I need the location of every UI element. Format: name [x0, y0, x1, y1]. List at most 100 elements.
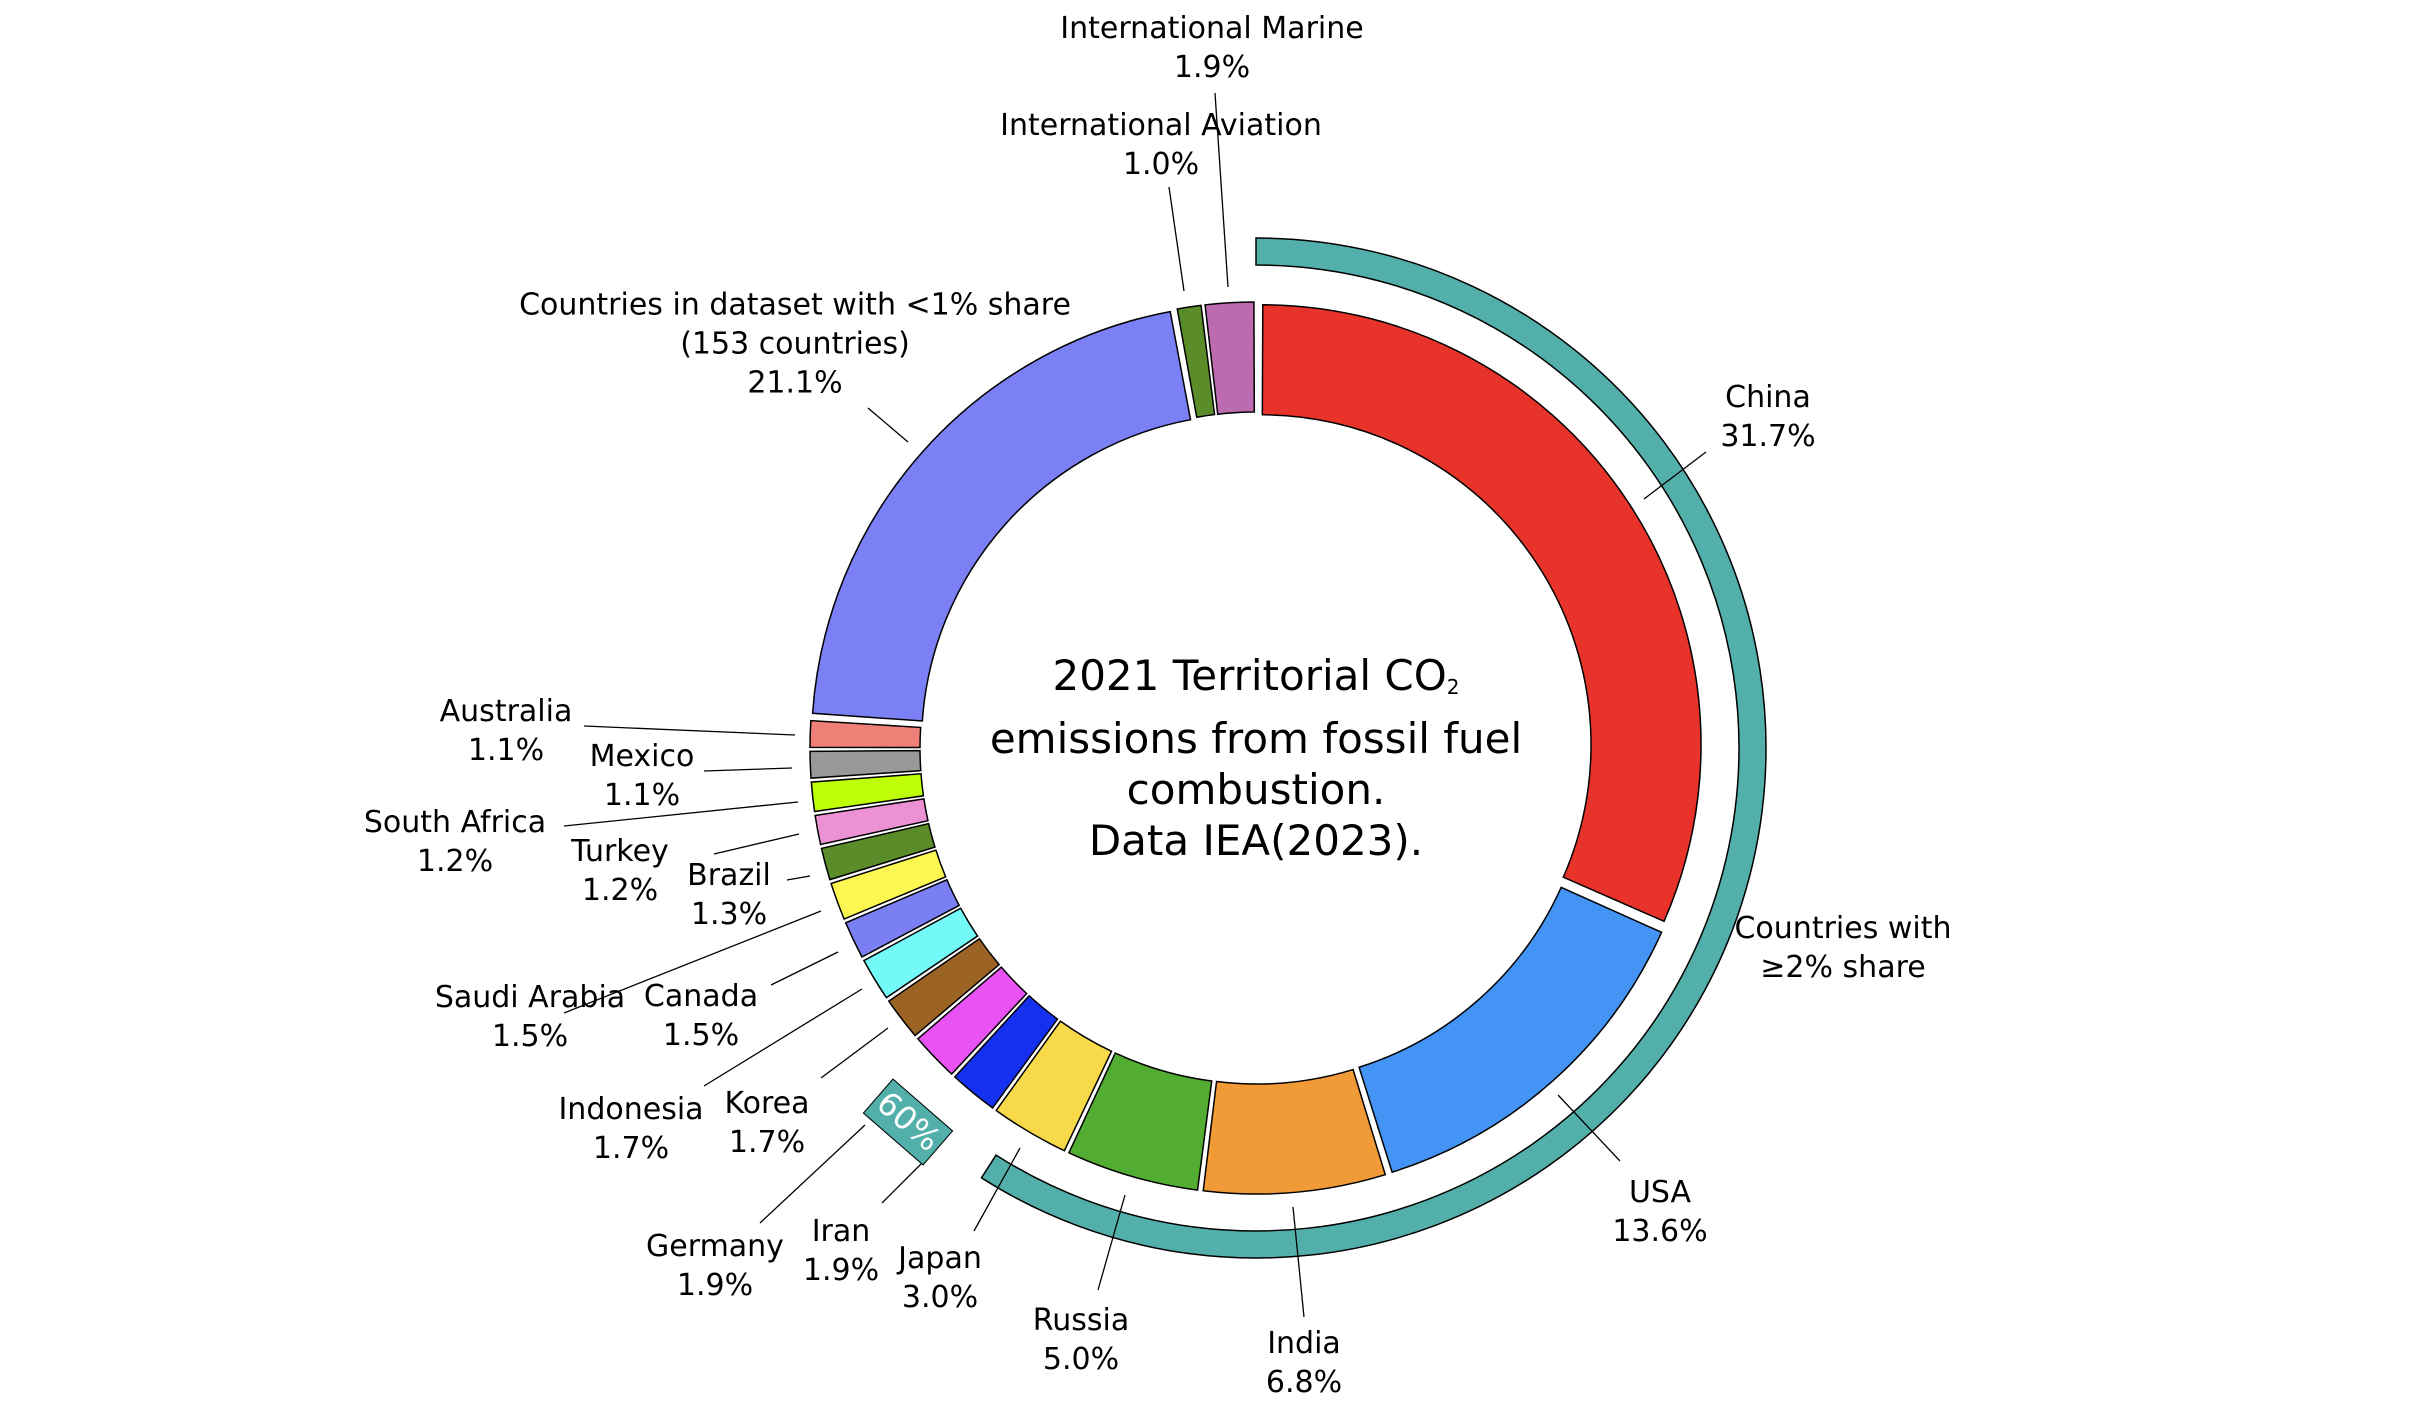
leader-line: [563, 801, 799, 827]
leader-line: [703, 767, 793, 772]
slice-label: Korea 1.7%: [724, 1084, 809, 1162]
slice-turkey: [814, 798, 929, 846]
slice-label-line-2: 1.7%: [728, 1125, 806, 1160]
slice-label-line-1: Brazil: [687, 858, 771, 893]
title-subscript: 2: [1446, 675, 1460, 699]
slice-label-line-2: 1.7%: [592, 1131, 670, 1166]
group-ring-arc: [980, 237, 1767, 1259]
leader-line: [563, 910, 822, 1014]
slice-label-line-2: 1.2%: [416, 844, 494, 879]
title-line-4: Data IEA(2023).: [1088, 816, 1424, 865]
slice-label-line-1: Canada: [643, 979, 759, 1014]
slice-label-line-1: Countries in dataset with <1% share: [519, 287, 1071, 323]
leader-line: [583, 725, 796, 736]
leader-line: [703, 988, 863, 1087]
slice-label: International Marine 1.9%: [1060, 9, 1363, 87]
slice-label-line-2: 13.6%: [1612, 1214, 1708, 1249]
slice-label: Turkey 1.2%: [571, 832, 669, 910]
slice-india: [1202, 1068, 1387, 1195]
slice-label: Mexico 1.1%: [590, 737, 695, 815]
slice-label-line-2: 1.1%: [467, 733, 545, 768]
slice-label-line-1: Germany: [646, 1229, 784, 1264]
slice-international-marine: [1204, 301, 1256, 416]
chart-title: 2021 Territorial CO2 emissions from foss…: [990, 650, 1522, 866]
slice-label-line-2: 1.9%: [802, 1253, 880, 1288]
slice-label: USA 13.6%: [1612, 1173, 1707, 1251]
slice-countries-in-dataset-with-1-share: [811, 310, 1192, 722]
slice-label-line-1: USA: [1628, 1175, 1692, 1210]
slice-label-line-1: International Aviation: [1000, 108, 1322, 143]
slice-japan: [995, 1020, 1113, 1152]
leader-line: [1097, 1194, 1126, 1291]
group-ring-label-line-1: Countries with: [1734, 911, 1952, 946]
slice-label-line-1: Iran: [811, 1214, 871, 1249]
slice-label-line-1: International Marine: [1060, 11, 1364, 46]
slice-label-line-3: 21.1%: [747, 365, 843, 401]
slice-label: Russia 5.0%: [1033, 1301, 1130, 1379]
slice-label-line-2: 1.1%: [603, 778, 681, 813]
slice-south-africa: [810, 772, 925, 813]
slice-label: Australia 1.1%: [440, 692, 573, 770]
slice-label-line-1: Australia: [439, 694, 573, 729]
slice-label: International Aviation 1.0%: [1000, 106, 1322, 184]
slice-label-line-1: India: [1267, 1326, 1341, 1361]
slice-label-line-1: Saudi Arabia: [434, 980, 626, 1015]
leader-line: [1214, 92, 1229, 288]
slice-label: South Africa 1.2%: [364, 803, 546, 881]
slice-label: China 31.7%: [1720, 378, 1815, 456]
slice-mexico: [809, 749, 922, 779]
slice-russia: [1067, 1052, 1213, 1191]
slice-canada: [844, 878, 961, 958]
slice-label-line-2: 1.9%: [676, 1268, 754, 1303]
slice-label-line-1: Mexico: [589, 739, 695, 774]
group-ring-label-line-2: ≥2% share: [1760, 950, 1926, 985]
leader-line: [1292, 1206, 1305, 1318]
slice-label-line-1: Russia: [1032, 1303, 1130, 1338]
slice-iran: [953, 994, 1059, 1109]
leader-line: [973, 1147, 1021, 1232]
slice-label-line-1: Japan: [898, 1241, 982, 1276]
leader-line: [867, 407, 909, 443]
slice-label-line-2: 1.5%: [662, 1018, 740, 1053]
slice-label: Canada 1.5%: [644, 977, 758, 1055]
slice-label-line-2: 1.5%: [491, 1019, 569, 1054]
leader-line: [1643, 451, 1707, 500]
slice-label-line-1: Turkey: [571, 834, 669, 869]
slice-brazil: [820, 822, 936, 881]
slice-label-line-2: 1.2%: [581, 873, 659, 908]
slice-label: Iran 1.9%: [803, 1212, 879, 1290]
slice-saudi-arabia: [830, 849, 947, 921]
slice-label: Japan 3.0%: [898, 1239, 982, 1317]
slice-label-line-1: South Africa: [363, 805, 547, 840]
slice-germany: [916, 966, 1028, 1076]
group-ring-label: Countries with ≥2% share: [1734, 909, 1951, 987]
leader-line: [820, 1027, 889, 1079]
slice-china: [1261, 303, 1702, 923]
slice-label-line-2: (153 countries): [680, 326, 910, 362]
slice-label-line-2: 5.0%: [1042, 1342, 1120, 1377]
leader-line: [770, 951, 839, 986]
slice-label: Saudi Arabia 1.5%: [435, 978, 625, 1056]
leader-line: [759, 1124, 866, 1224]
slice-label-line-2: 6.8%: [1265, 1365, 1343, 1400]
title-line-1: 2021 Territorial CO: [1052, 651, 1447, 700]
slice-indonesia: [862, 907, 979, 999]
leader-line: [1557, 1094, 1621, 1162]
leader-line: [713, 833, 800, 855]
slice-label: Germany 1.9%: [646, 1227, 784, 1305]
title-line-2: emissions from fossil fuel: [989, 714, 1523, 763]
slice-label: Countries in dataset with <1% share (153 …: [519, 286, 1071, 403]
slice-korea: [887, 937, 1001, 1037]
slice-usa: [1358, 886, 1663, 1174]
slice-label: Brazil 1.3%: [687, 856, 771, 934]
slice-label: Indonesia 1.7%: [558, 1090, 703, 1168]
leader-line: [1168, 186, 1185, 292]
slice-label: India 6.8%: [1266, 1324, 1342, 1402]
slice-international-aviation: [1176, 304, 1216, 419]
slice-label-line-2: 1.3%: [690, 897, 768, 932]
slice-label-line-2: 1.0%: [1122, 147, 1200, 182]
slice-australia: [809, 719, 922, 749]
slice-label-line-1: Indonesia: [558, 1092, 704, 1127]
slice-label-line-2: 1.9%: [1173, 50, 1251, 85]
